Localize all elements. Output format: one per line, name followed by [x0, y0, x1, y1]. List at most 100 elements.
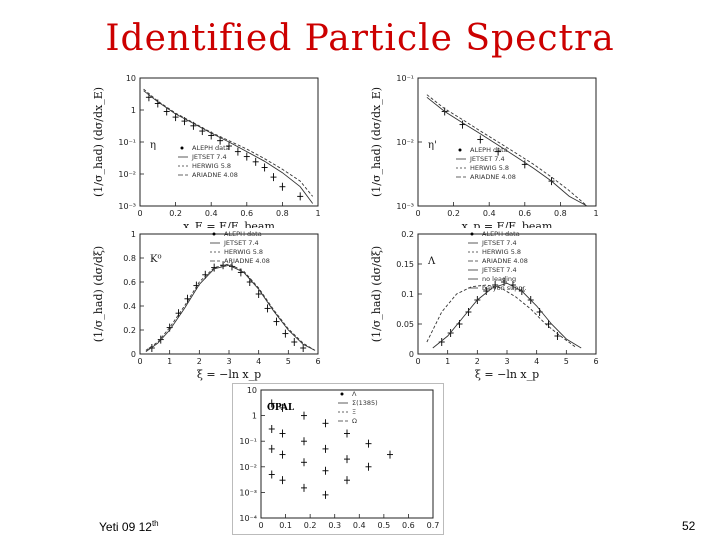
x-tick-label: 0 — [415, 357, 420, 366]
y-axis-label: (1/σ_had) (dσ/dξ) — [370, 246, 383, 342]
x-tick-label: 6 — [593, 357, 598, 366]
legend-label: baryon suppr. — [482, 284, 527, 292]
x-tick-label: 0 — [137, 357, 142, 366]
x-axis-label: ξ = −ln x_p — [475, 368, 539, 381]
legend-label: ARIADNE 4.08 — [192, 171, 238, 179]
x-tick-label: 0.6 — [518, 209, 531, 218]
series-line — [426, 96, 588, 207]
legend-label: JETSET 7.4 — [223, 239, 259, 247]
x-tick-label: 1 — [593, 209, 598, 218]
x-tick-label: 1 — [445, 357, 450, 366]
x-tick-label: 4 — [534, 357, 539, 366]
plot-frame — [417, 77, 597, 207]
chart-opal: 0 0.1 0.2 0.3 0.4 0.5 0.6 0.7 10 1 10⁻¹ 10⁻² 10⁻³ 10⁻… — [239, 386, 440, 530]
chart-eta-prime: 0 0.2 0.4 0.6 0.8 1 10⁻¹ 10⁻² 10⁻³ (1/σ_had) (dσ/… — [370, 74, 599, 233]
footer-text: Yeti 09 12th — [99, 519, 159, 534]
x-tick-label: 0.2 — [447, 209, 460, 218]
y-tick-label: 10⁻² — [239, 463, 257, 472]
legend-marker — [458, 148, 462, 152]
slide-title: Identified Particle Spectra — [105, 18, 615, 59]
legend-label: ARIADNE 4.08 — [470, 173, 516, 181]
x-tick-label: 0.8 — [276, 209, 289, 218]
x-tick-label: 0.4 — [483, 209, 496, 218]
plot-frame — [260, 389, 434, 519]
series-line — [145, 264, 316, 352]
series-line — [426, 94, 588, 207]
x-tick-label: 0.7 — [427, 521, 440, 530]
legend-label: JETSET 7.4 — [191, 153, 227, 161]
legend-label: JETSET 7.4 — [481, 239, 517, 247]
x-axis-label: ξ = −ln x_p — [197, 368, 261, 381]
x-tick-label: 0.6 — [240, 209, 253, 218]
footer-sup: th — [151, 519, 159, 528]
legend-label: Ω — [352, 417, 357, 425]
panel-lambda: 0 1 2 3 4 5 6 0.2 0.15 0.1 0.05 0 (1/σ_had) (dσ/dξ) ξ… — [368, 228, 608, 388]
y-tick-label: 0.2 — [123, 326, 136, 335]
legend-label: HERWIG 5.8 — [224, 248, 263, 256]
y-tick-label: 0 — [131, 350, 136, 359]
x-tick-label: 0.4 — [353, 521, 366, 530]
legend-marker — [212, 232, 216, 236]
y-tick-label: 0.1 — [401, 290, 414, 299]
chart-k0: 0 1 2 3 4 5 6 1 0.8 0.6 0.4 0.2 0 (1/σ_had) (dσ/dξ) ξ … — [92, 230, 321, 381]
x-tick-label: 0.1 — [279, 521, 292, 530]
y-axis-label: (1/σ_had) (dσ/dx_E) — [92, 87, 105, 197]
y-tick-label: 10⁻³ — [239, 488, 257, 497]
y-tick-label: 10 — [247, 386, 257, 395]
y-tick-label: 0.6 — [123, 278, 136, 287]
x-tick-label: 0.3 — [328, 521, 341, 530]
legend-marker — [340, 392, 344, 396]
particle-label: Λ — [427, 256, 436, 267]
chart-eta: 0 0.2 0.4 0.6 0.8 1 10 1 10⁻¹ 10⁻² 10⁻³ (1/σ_had) (… — [92, 74, 321, 233]
y-tick-label: 10⁻⁴ — [239, 514, 257, 523]
x-tick-label: 4 — [256, 357, 261, 366]
x-tick-label: 0 — [258, 521, 263, 530]
y-tick-label: 10⁻¹ — [396, 74, 414, 83]
legend-label: Ξ — [352, 408, 356, 416]
x-tick-label: 0.2 — [169, 209, 182, 218]
particle-label: K⁰ — [150, 254, 161, 265]
x-tick-label: 0.5 — [377, 521, 390, 530]
legend-marker — [180, 146, 184, 150]
x-tick-label: 2 — [475, 357, 480, 366]
legend-label: HERWIG 5.8 — [192, 162, 231, 170]
y-axis-label: (1/σ_had) (dσ/dx_E) — [370, 87, 383, 197]
y-tick-label: 0.05 — [396, 320, 414, 329]
x-tick-label: 0 — [415, 209, 420, 218]
series-line — [432, 282, 582, 349]
x-tick-label: 2 — [197, 357, 202, 366]
legend-label: HERWIG 5.8 — [482, 248, 521, 256]
panel-eta: 0 0.2 0.4 0.6 0.8 1 10 1 10⁻¹ 10⁻² 10⁻³ (1/σ_had) (… — [90, 72, 330, 233]
y-tick-label: 0 — [409, 350, 414, 359]
x-tick-label: 1 — [315, 209, 320, 218]
y-tick-label: 0.4 — [123, 302, 136, 311]
series-line — [426, 284, 576, 348]
y-tick-label: 10⁻³ — [118, 202, 136, 211]
x-tick-label: 6 — [315, 357, 320, 366]
legend-label: Λ — [352, 390, 357, 398]
x-tick-label: 0.2 — [304, 521, 317, 530]
legend-label: no leading — [482, 275, 516, 283]
panel-k0: 0 1 2 3 4 5 6 1 0.8 0.6 0.4 0.2 0 (1/σ_had) (dσ/dξ) ξ … — [90, 228, 330, 388]
legend-label: ARIADNE 4.08 — [224, 257, 270, 265]
y-tick-label: 1 — [252, 412, 257, 421]
x-tick-label: 0.6 — [402, 521, 415, 530]
particle-label: η' — [428, 140, 437, 151]
x-tick-label: 1 — [167, 357, 172, 366]
x-tick-label: 0.8 — [554, 209, 567, 218]
y-tick-label: 10⁻¹ — [118, 138, 136, 147]
y-tick-label: 0.15 — [396, 260, 414, 269]
particle-label: η — [150, 140, 156, 151]
x-tick-label: 0 — [137, 209, 142, 218]
y-tick-label: 10⁻³ — [396, 202, 414, 211]
series-line — [143, 90, 314, 204]
x-tick-label: 3 — [504, 357, 509, 366]
legend-marker — [470, 232, 474, 236]
x-tick-label: 3 — [226, 357, 231, 366]
y-tick-label: 1 — [131, 230, 136, 239]
legend-label: ALEPH data — [470, 146, 508, 154]
page-number: 52 — [682, 519, 696, 533]
x-tick-label: 5 — [286, 357, 291, 366]
series-line — [145, 263, 316, 351]
chart-lambda: 0 1 2 3 4 5 6 0.2 0.15 0.1 0.05 0 (1/σ_had) (dσ/dξ) ξ… — [370, 230, 599, 381]
